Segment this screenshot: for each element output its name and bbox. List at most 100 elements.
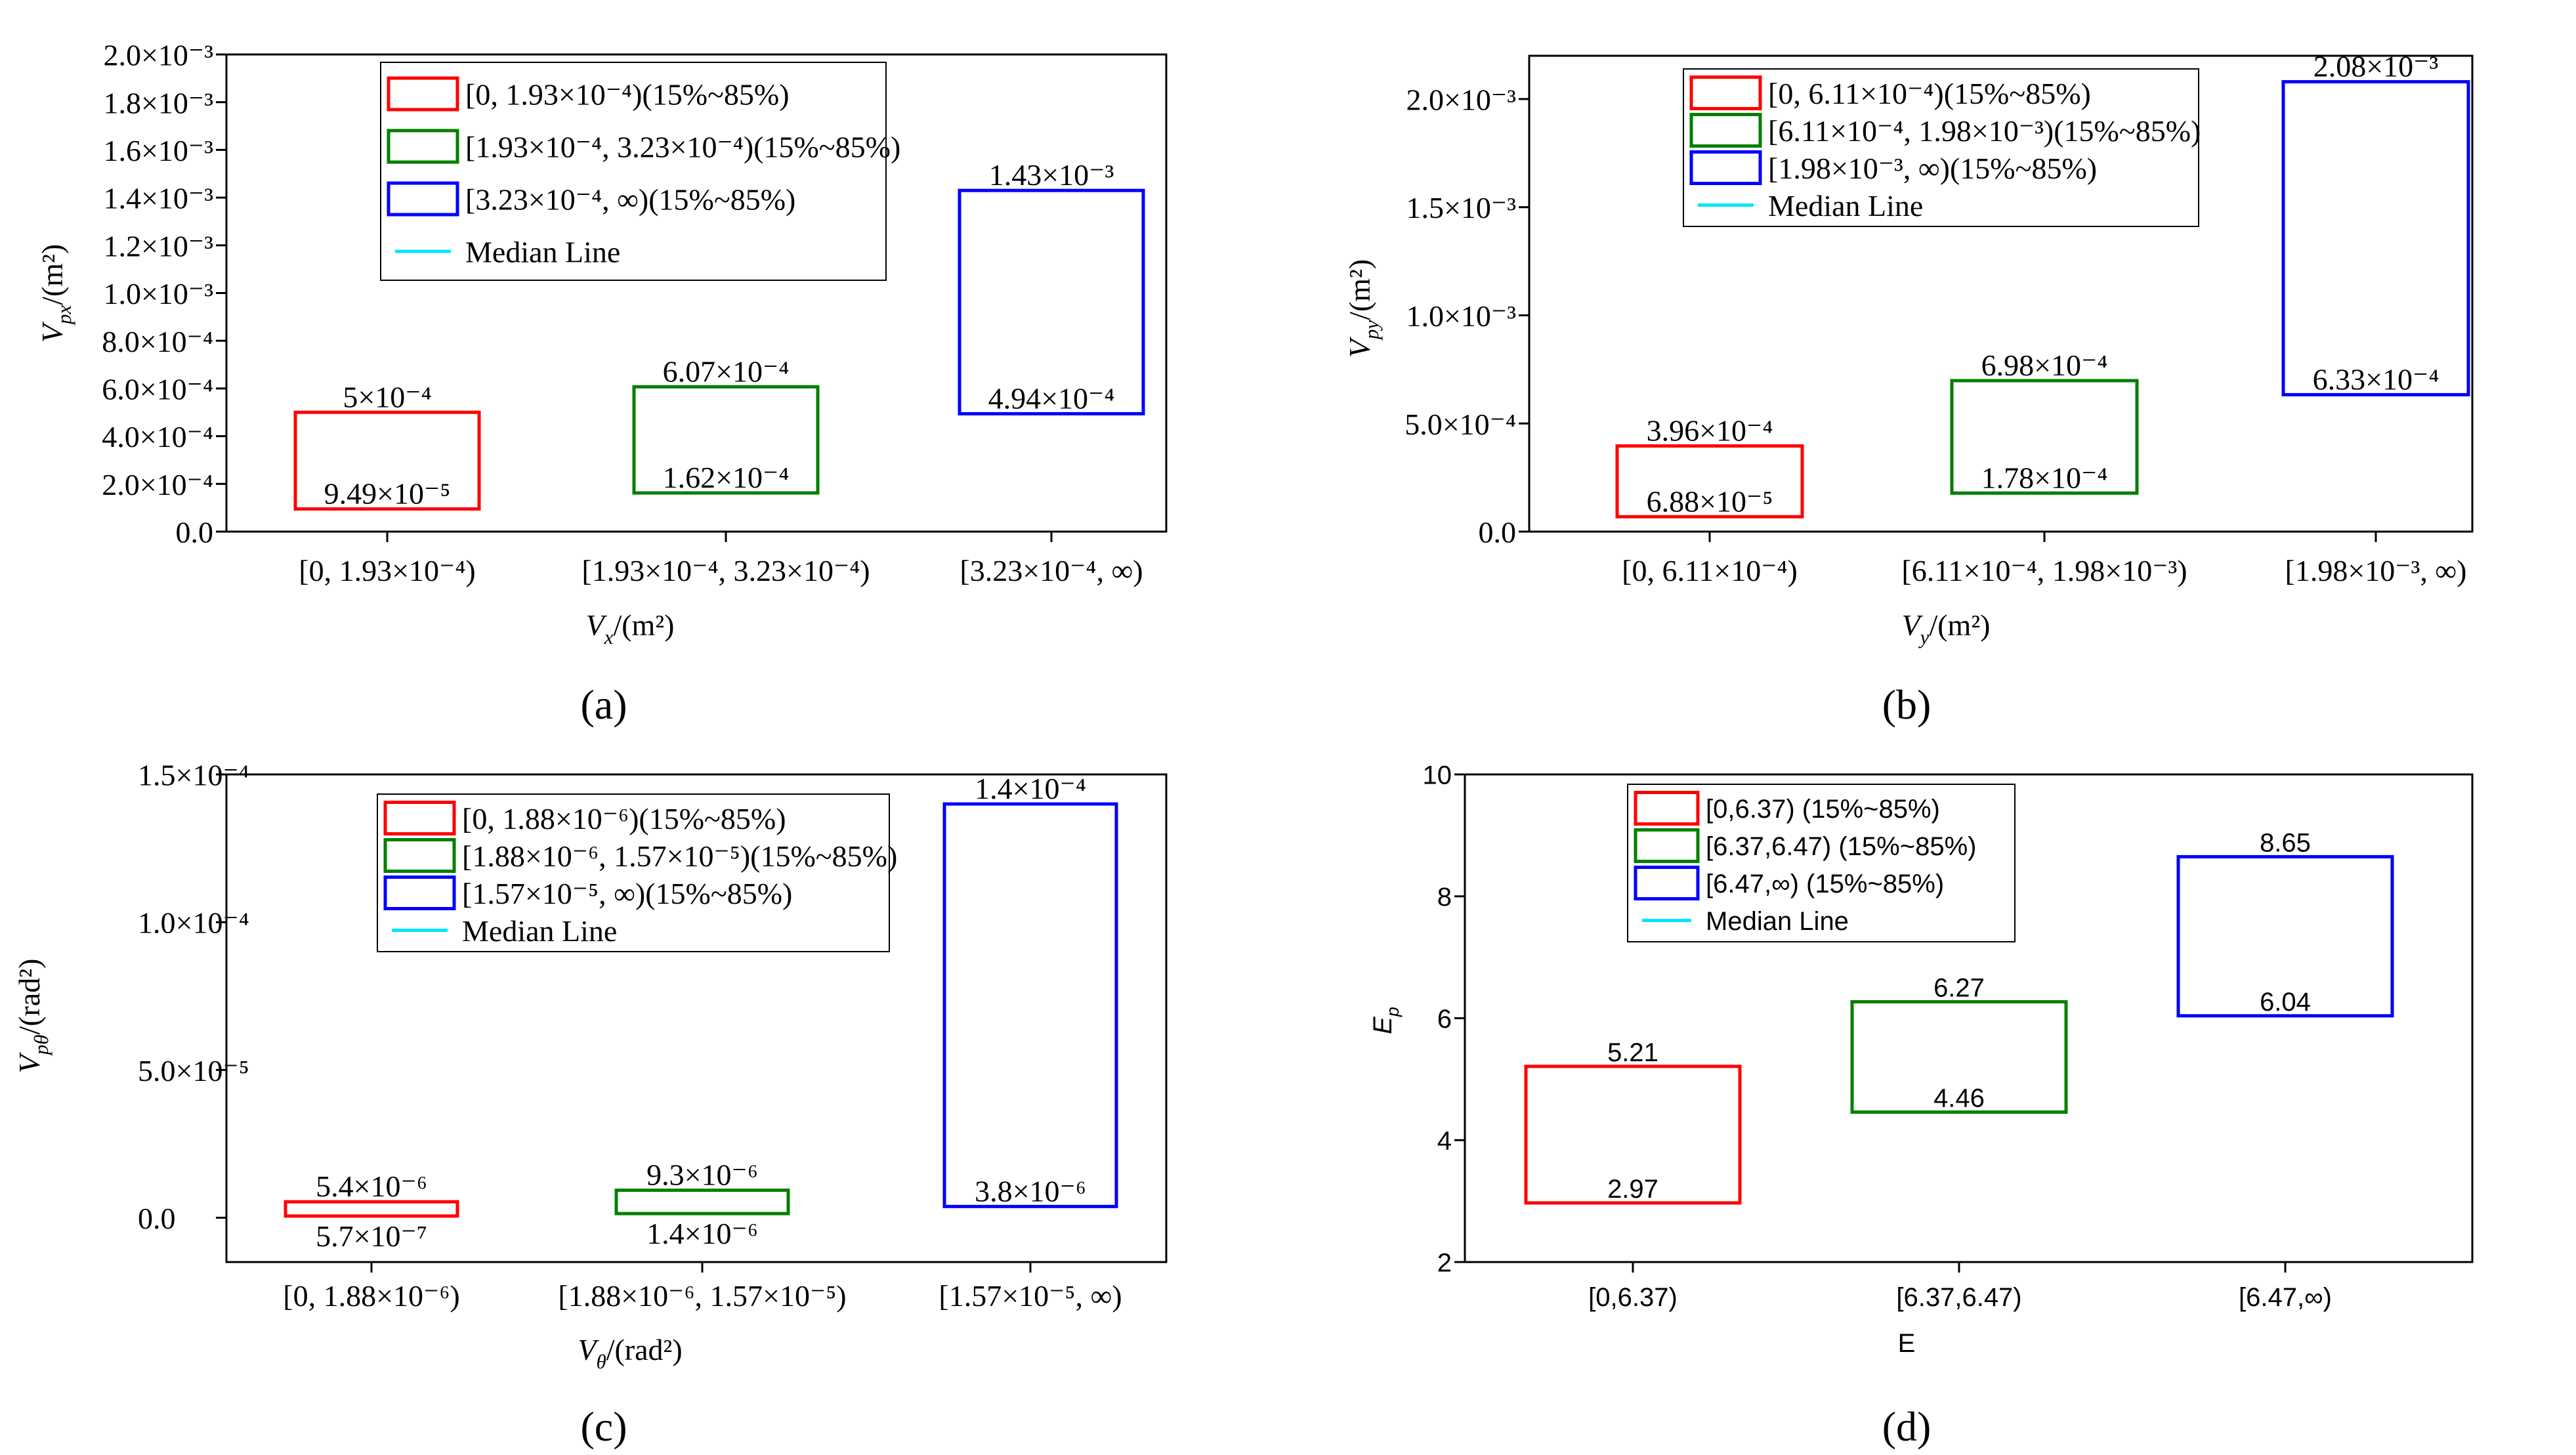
chart-panel-a: 0.0 2.0×10⁻⁴ 4.0×10⁻⁴ 6.0×10⁻⁴ 8.0×10⁻⁴ 1.0×1… <box>35 39 1168 728</box>
box-green <box>1950 379 2139 495</box>
legend-swatch-blue <box>383 875 456 910</box>
panel-caption: (d) <box>1882 1403 1932 1450</box>
y-tick-label: 1.6×10⁻³ <box>103 134 213 167</box>
legend-entry: Median Line <box>462 914 617 948</box>
box-blue <box>2176 854 2394 1018</box>
box-high-label: 1.43×10⁻³ <box>989 158 1114 192</box>
plot-frame <box>1528 54 2474 533</box>
y-tick-label: 1.5×10⁻⁴ <box>138 759 249 792</box>
panel-caption: (a) <box>580 681 627 728</box>
chart-panel-c: 0.0 5.0×10⁻⁵ 1.0×10⁻⁴ 1.5×10⁻⁴ [0, 1.88×10⁻⁶… <box>12 759 1168 1450</box>
box-high-label: 5.21 <box>1607 1038 1658 1067</box>
legend-entry: Median Line <box>1768 189 1923 222</box>
box-red <box>1615 444 1804 518</box>
legend-swatch-red <box>387 76 459 112</box>
legend-entry: [1.57×10⁻⁵, ∞)(15%~85%) <box>462 877 792 910</box>
legend-entry: [0,6.37) (15%~85%) <box>1706 795 1940 824</box>
box-blue <box>2281 80 2470 396</box>
box-low-label: 5.7×10⁻⁷ <box>316 1219 427 1253</box>
y-axis-title: Vpx/(m²) <box>35 244 75 343</box>
box-blue <box>942 802 1118 1208</box>
box-high-label: 6.07×10⁻⁴ <box>663 354 790 388</box>
x-category-label: [0, 6.11×10⁻⁴) <box>1622 554 1798 587</box>
y-tick-label: 6 <box>1437 1005 1452 1034</box>
y-tick-label: 1.8×10⁻³ <box>103 86 213 119</box>
legend-entry: [6.47,∞) (15%~85%) <box>1706 870 1944 898</box>
y-tick-label: 1.0×10⁻⁴ <box>138 906 249 940</box>
box-high-label: 6.27 <box>1933 973 1985 1002</box>
box-high-label: 8.65 <box>2260 828 2311 857</box>
box-high-label: 5.4×10⁻⁶ <box>316 1170 427 1203</box>
legend-entry: [1.93×10⁻⁴, 3.23×10⁻⁴)(15%~85%) <box>465 131 900 164</box>
box-low-label: 6.04 <box>2260 988 2311 1017</box>
y-tick-label: 2.0×10⁻³ <box>103 39 213 72</box>
legend-entry: [0, 1.93×10⁻⁴)(15%~85%) <box>465 78 790 112</box>
legend-swatch-red <box>1689 75 1762 110</box>
legend-entry: Median Line <box>1706 907 1849 936</box>
legend-entry: Median Line <box>465 236 620 269</box>
box-low-label: 2.97 <box>1607 1175 1658 1204</box>
y-tick-label: 0.0 <box>138 1202 176 1235</box>
x-category-label: [6.47,∞) <box>2239 1283 2332 1312</box>
legend-swatch-blue <box>1634 866 1700 900</box>
legend-entry: [3.23×10⁻⁴, ∞)(15%~85%) <box>465 183 795 217</box>
x-category-label: [1.98×10⁻³, ∞) <box>2285 554 2467 587</box>
y-tick-label: 0.0 <box>1479 516 1517 549</box>
x-axis-title: Vx/(m²) <box>586 608 675 648</box>
x-category-label: [6.11×10⁻⁴, 1.98×10⁻³) <box>1901 554 2187 587</box>
legend-box <box>1683 68 2199 227</box>
y-tick-label: 2.0×10⁻⁴ <box>102 468 213 501</box>
legend-swatch-blue <box>1689 150 1762 185</box>
panel-caption: (c) <box>580 1403 627 1450</box>
y-axis-title: Vpy/(m²) <box>1343 259 1383 358</box>
legend-swatch-red <box>1634 791 1700 826</box>
y-tick-label: 1.5×10⁻³ <box>1406 191 1516 224</box>
y-tick-label: 4 <box>1437 1127 1452 1156</box>
x-category-label: [0,6.37) <box>1588 1283 1678 1312</box>
box-blue <box>958 188 1145 415</box>
chart-panel-d: 2 4 6 8 10 [0,6.37) [6.37,6.47) [6.47,∞) 5.21 2.9… <box>1368 761 2474 1450</box>
x-category-label: [1.93×10⁻⁴, 3.23×10⁻⁴) <box>581 554 870 587</box>
box-low-label: 1.78×10⁻⁴ <box>1981 461 2108 494</box>
y-tick-label: 2.0×10⁻³ <box>1406 83 1516 116</box>
y-tick-label: 1.0×10⁻³ <box>1406 299 1516 333</box>
legend-swatch-green <box>387 129 459 164</box>
y-tick-label: 8.0×10⁻⁴ <box>102 325 213 358</box>
box-high-label: 3.96×10⁻⁴ <box>1647 414 1773 448</box>
y-axis-title: Vpθ/(rad²) <box>12 959 53 1074</box>
legend-swatch-green <box>383 838 456 873</box>
legend-swatch-green <box>1634 828 1700 863</box>
x-category-label: [1.88×10⁻⁶, 1.57×10⁻⁵) <box>558 1279 846 1313</box>
y-tick-label: 4.0×10⁻⁴ <box>102 420 213 453</box>
y-tick-label: 5.0×10⁻⁴ <box>1404 408 1516 441</box>
legend-entry: [1.88×10⁻⁶, 1.57×10⁻⁵)(15%~85%) <box>462 839 897 873</box>
box-low-label: 6.88×10⁻⁵ <box>1647 484 1773 518</box>
x-axis-title: Vθ/(rad²) <box>578 1333 682 1373</box>
plot-frame <box>225 773 1168 1263</box>
box-green <box>614 1189 790 1215</box>
y-tick-label: 1.2×10⁻³ <box>103 229 213 263</box>
y-tick-label: 0.0 <box>176 516 214 549</box>
x-category-label: [3.23×10⁻⁴, ∞) <box>960 554 1143 587</box>
x-category-label: [1.57×10⁻⁵, ∞) <box>939 1279 1122 1313</box>
box-high-label: 1.4×10⁻⁴ <box>975 772 1086 805</box>
x-category-label: [0, 1.93×10⁻⁴) <box>299 554 475 587</box>
y-tick-label: 5.0×10⁻⁵ <box>138 1054 249 1087</box>
chart-panel-b: 0.0 5.0×10⁻⁴ 1.0×10⁻³ 1.5×10⁻³ 2.0×10⁻³ [0, 6… <box>1343 50 2474 728</box>
box-high-label: 2.08×10⁻³ <box>2313 50 2439 83</box>
y-tick-label: 1.0×10⁻³ <box>103 277 213 310</box>
y-tick-label: 10 <box>1423 761 1452 790</box>
legend-entry: [0, 6.11×10⁻⁴)(15%~85%) <box>1768 77 2091 110</box>
y-tick-label: 6.0×10⁻⁴ <box>102 372 213 406</box>
box-low-label: 1.62×10⁻⁴ <box>663 461 790 494</box>
box-low-label: 6.33×10⁻⁴ <box>2313 362 2439 396</box>
x-category-label: [0, 1.88×10⁻⁶) <box>283 1279 459 1313</box>
legend-entry: [1.98×10⁻³, ∞)(15%~85%) <box>1768 152 2097 185</box>
box-low-label: 9.49×10⁻⁵ <box>324 477 451 511</box>
legend-swatch-red <box>383 801 456 835</box>
legend-swatch-blue <box>387 181 459 217</box>
box-low-label: 4.46 <box>1933 1084 1985 1113</box>
legend-swatch-green <box>1689 113 1762 148</box>
box-high-label: 9.3×10⁻⁶ <box>646 1158 758 1192</box>
